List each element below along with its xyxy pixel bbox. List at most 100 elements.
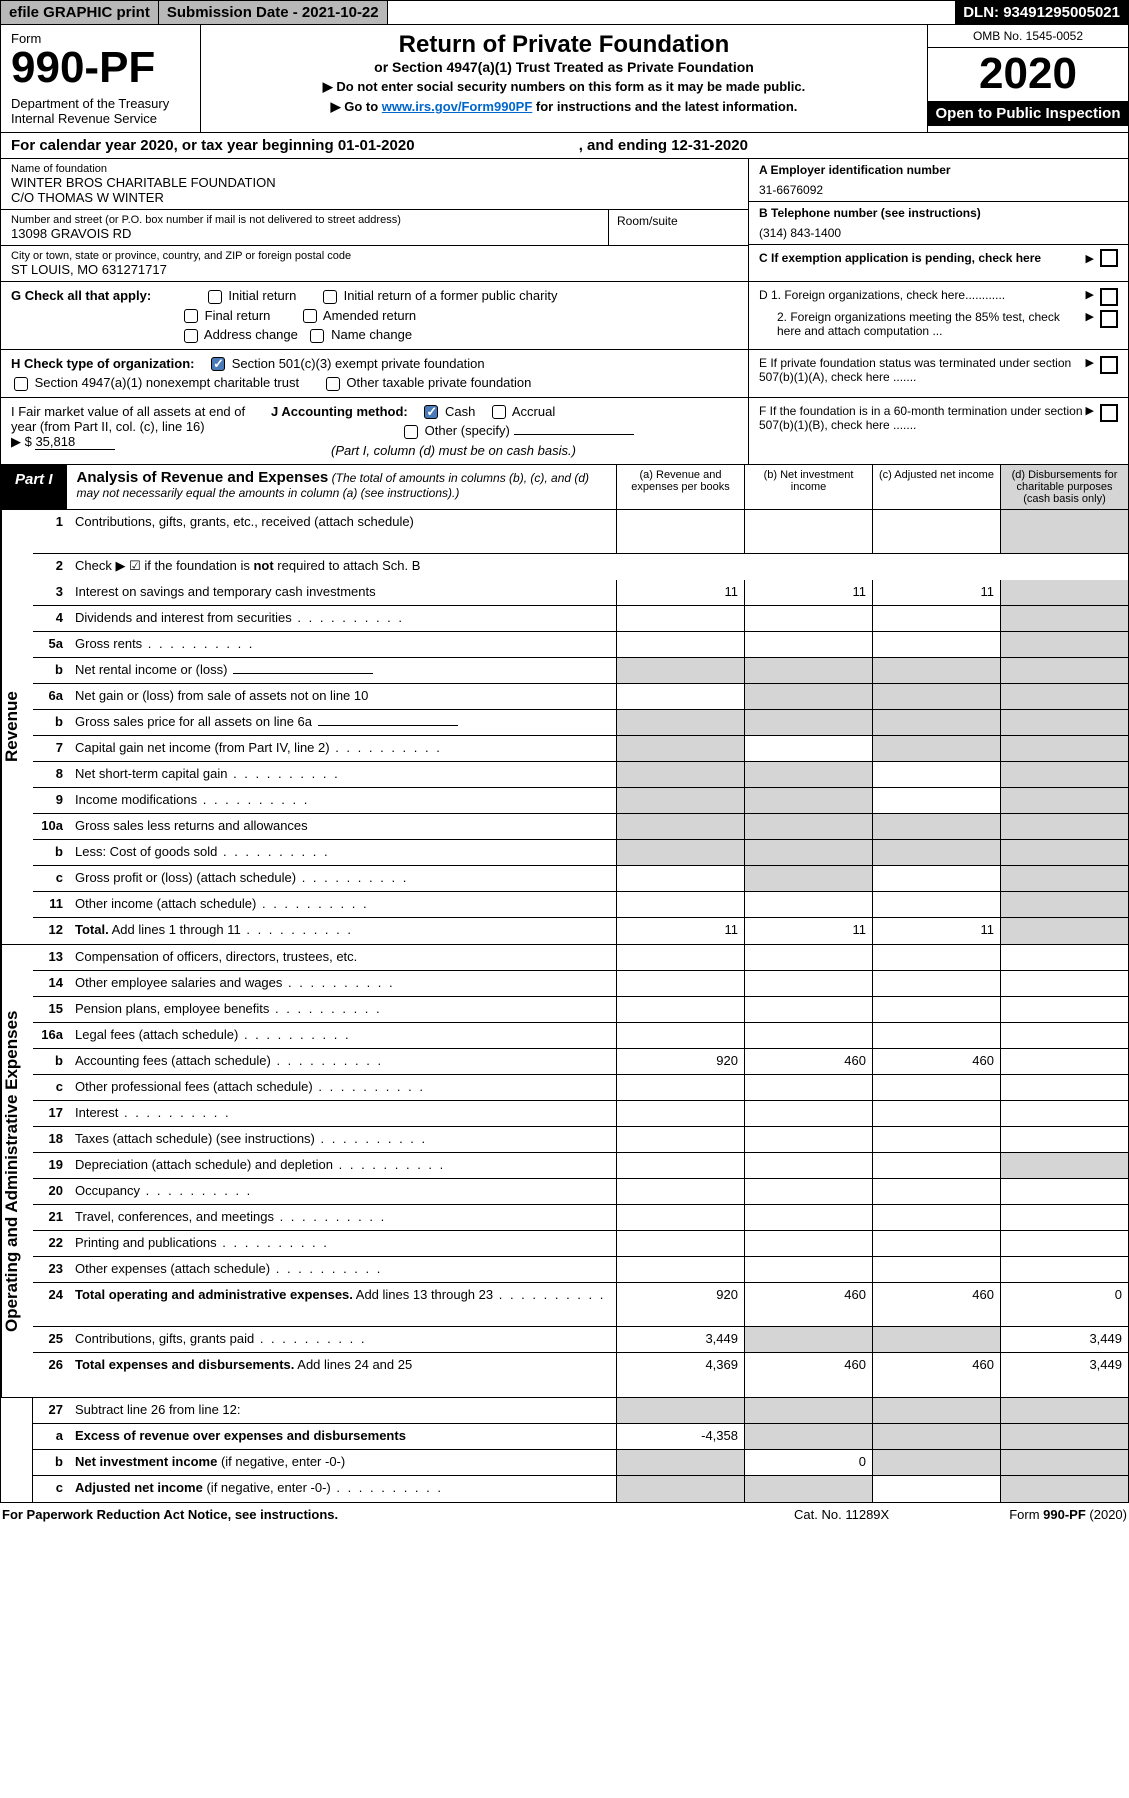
d2-checkbox[interactable]: [1100, 310, 1118, 328]
val-cell-d: [1000, 710, 1128, 735]
e-section: E If private foundation status was termi…: [748, 350, 1128, 397]
g-address-change[interactable]: [184, 329, 198, 343]
line-row: 11Other income (attach schedule): [33, 892, 1128, 918]
line-row: 2Check ▶ ☑ if the foundation is not requ…: [33, 554, 1128, 580]
val-cell-d: [1000, 892, 1128, 917]
line-num: 25: [33, 1327, 69, 1352]
g-opt-5: Name change: [331, 327, 412, 342]
calyear-end: 12-31-2020: [671, 137, 748, 154]
line-num: 12: [33, 918, 69, 944]
line-num: 26: [33, 1353, 69, 1397]
g-initial-return[interactable]: [208, 290, 222, 304]
val-cell-b: [744, 710, 872, 735]
val-cell-a: [616, 684, 744, 709]
val-cell-a: [616, 606, 744, 631]
g-amended[interactable]: [303, 309, 317, 323]
val-cell-b: [744, 1023, 872, 1048]
line-row: 9Income modifications: [33, 788, 1128, 814]
val-cell-c: [872, 840, 1000, 865]
line-row: 23Other expenses (attach schedule): [33, 1257, 1128, 1283]
line-num: 5a: [33, 632, 69, 657]
val-cell-a: [616, 510, 744, 553]
g-initial-former[interactable]: [323, 290, 337, 304]
line-num: 18: [33, 1127, 69, 1152]
h-other-taxable[interactable]: [326, 377, 340, 391]
form-title: Return of Private Foundation: [211, 31, 917, 59]
e-checkbox[interactable]: [1100, 356, 1118, 374]
j-accrual[interactable]: [492, 405, 506, 419]
val-cell-d: [1000, 1179, 1128, 1204]
val-cell-b: [744, 1127, 872, 1152]
val-cell-d: [1000, 1398, 1128, 1423]
bottom-rows: 27Subtract line 26 from line 12:aExcess …: [33, 1398, 1128, 1502]
val-cell-d: 0: [1000, 1283, 1128, 1326]
line-num: b: [33, 658, 69, 683]
line-label: Travel, conferences, and meetings: [69, 1205, 616, 1230]
efile-print-button[interactable]: efile GRAPHIC print: [1, 1, 159, 24]
line-row: cOther professional fees (attach schedul…: [33, 1075, 1128, 1101]
val-cell-b: [744, 1257, 872, 1282]
val-cell-b: [744, 971, 872, 996]
calendar-year-row: For calendar year 2020, or tax year begi…: [0, 133, 1129, 159]
line-label: Net gain or (loss) from sale of assets n…: [69, 684, 616, 709]
phone-value: (314) 843-1400: [759, 226, 1118, 240]
line-num: 1: [33, 510, 69, 553]
j-cash[interactable]: [424, 405, 438, 419]
val-cell-d: [1000, 1101, 1128, 1126]
i-arrow: ▶ $: [11, 434, 35, 449]
line-num: 20: [33, 1179, 69, 1204]
irs-link[interactable]: www.irs.gov/Form990PF: [382, 99, 533, 114]
val-cell-d: [1000, 866, 1128, 891]
line-row: bNet rental income or (loss): [33, 658, 1128, 684]
part1-desc: Analysis of Revenue and Expenses (The to…: [67, 465, 616, 509]
note2-pre: ▶ Go to: [331, 99, 382, 114]
val-cell-d: [1000, 1023, 1128, 1048]
line-label: Other professional fees (attach schedule…: [69, 1075, 616, 1100]
line-label: Less: Cost of goods sold: [69, 840, 616, 865]
val-cell-a: [616, 1075, 744, 1100]
g-label: G Check all that apply:: [11, 288, 151, 303]
open-to-public: Open to Public Inspection: [928, 101, 1128, 126]
f-checkbox[interactable]: [1100, 404, 1118, 422]
header-note-1: ▶ Do not enter social security numbers o…: [211, 79, 917, 95]
h-4947[interactable]: [14, 377, 28, 391]
c-checkbox[interactable]: [1100, 249, 1118, 267]
val-cell-d: [1000, 762, 1128, 787]
d1-checkbox[interactable]: [1100, 288, 1118, 306]
val-cell-d: [1000, 1205, 1128, 1230]
val-cell-a: [616, 1179, 744, 1204]
val-cell-b: [744, 840, 872, 865]
g-final-return[interactable]: [184, 309, 198, 323]
val-cell-b: 11: [744, 918, 872, 944]
f-label: F If the foundation is in a 60-month ter…: [759, 404, 1086, 432]
line-label: Depreciation (attach schedule) and deple…: [69, 1153, 616, 1178]
val-cell-c: [872, 1424, 1000, 1449]
h-501c3[interactable]: [211, 357, 225, 371]
line-label: Income modifications: [69, 788, 616, 813]
line-label: Net rental income or (loss): [69, 658, 616, 683]
line-label: Compensation of officers, directors, tru…: [69, 945, 616, 970]
line-label: Pension plans, employee benefits: [69, 997, 616, 1022]
line-label: Adjusted net income (if negative, enter …: [69, 1476, 616, 1502]
c-label: C If exemption application is pending, c…: [759, 251, 1086, 265]
val-cell-d: [1000, 814, 1128, 839]
val-cell-b: 460: [744, 1049, 872, 1074]
address-cell: Number and street (or P.O. box number if…: [1, 210, 608, 245]
header-note-2: ▶ Go to www.irs.gov/Form990PF for instru…: [211, 99, 917, 115]
line-label: Occupancy: [69, 1179, 616, 1204]
j-other[interactable]: [404, 425, 418, 439]
val-cell-c: [872, 1231, 1000, 1256]
line-label: Legal fees (attach schedule): [69, 1023, 616, 1048]
val-cell-d: [1000, 606, 1128, 631]
g-opt-4: Address change: [204, 327, 298, 342]
form-number: 990-PF: [11, 46, 190, 90]
line-num: 14: [33, 971, 69, 996]
val-cell-c: [872, 1205, 1000, 1230]
address-row: Number and street (or P.O. box number if…: [1, 210, 748, 246]
part1-header: Part I Analysis of Revenue and Expenses …: [0, 465, 1129, 510]
val-cell-c: [872, 971, 1000, 996]
val-cell-b: 0: [744, 1450, 872, 1475]
g-name-change[interactable]: [310, 329, 324, 343]
val-cell-a: [616, 866, 744, 891]
line-row: 22Printing and publications: [33, 1231, 1128, 1257]
